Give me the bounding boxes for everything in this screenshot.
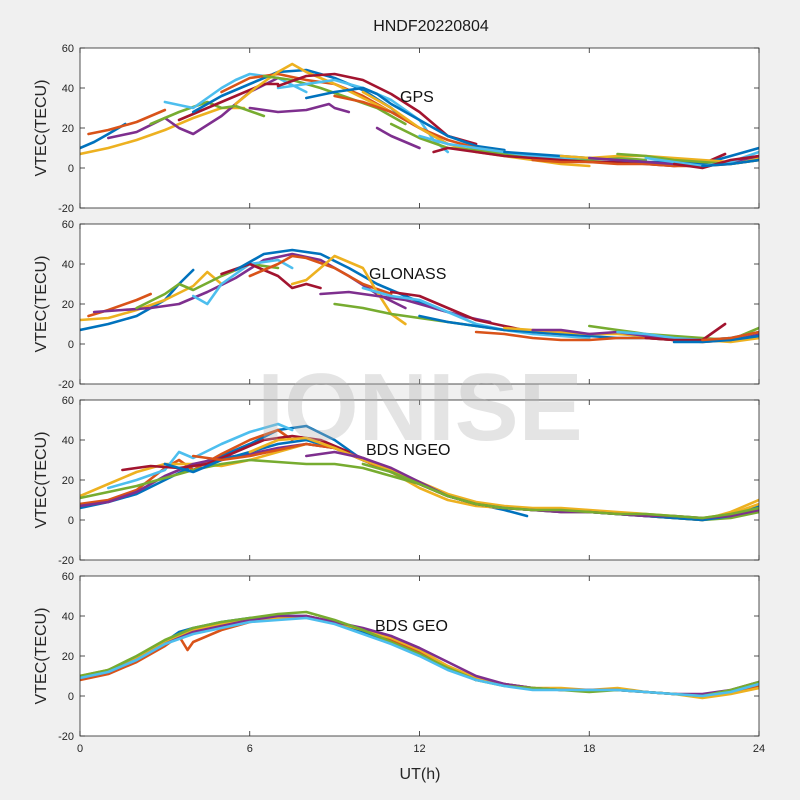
panel-label: GPS xyxy=(400,89,434,106)
series-line xyxy=(107,422,294,490)
panel-label: BDS GEO xyxy=(375,618,448,635)
series-group xyxy=(80,62,759,170)
y-tick-label: 0 xyxy=(68,515,74,527)
x-tick-label: 0 xyxy=(77,743,83,755)
y-tick-label: 0 xyxy=(68,163,74,175)
series-line xyxy=(248,102,351,114)
y-tick-label: 20 xyxy=(62,123,74,135)
panel-0: -20 0 20 40 60 VTEC(TECU) GPS xyxy=(33,43,760,215)
y-tick-label: -20 xyxy=(58,555,74,567)
plot-area xyxy=(80,400,759,560)
x-tick-label: 12 xyxy=(413,743,425,755)
series-line xyxy=(80,270,223,322)
y-tick-label: 40 xyxy=(62,611,74,623)
x-axis-label: UT(h) xyxy=(400,766,441,783)
series-line xyxy=(361,462,759,520)
series-line xyxy=(304,86,506,152)
watermark: IONISE xyxy=(257,354,582,461)
y-tick-label: 20 xyxy=(62,651,74,663)
series-line xyxy=(80,122,127,150)
y-tick-label: 60 xyxy=(62,219,74,231)
y-tick-label: -20 xyxy=(58,379,74,391)
y-tick-label: 60 xyxy=(62,571,74,583)
y-tick-label: 20 xyxy=(62,299,74,311)
series-line xyxy=(672,334,759,344)
panel-2: -20 0 20 40 60 VTEC(TECU) BDS NGEO xyxy=(33,395,760,567)
x-tick-label: 18 xyxy=(583,743,595,755)
series-group xyxy=(80,422,759,522)
y-axis-label: VTEC(TECU) xyxy=(33,80,50,177)
series-group xyxy=(80,610,759,700)
y-tick-label: 0 xyxy=(68,339,74,351)
y-tick-label: -20 xyxy=(58,731,74,743)
y-axis-label: VTEC(TECU) xyxy=(33,608,50,705)
y-axis-label: VTEC(TECU) xyxy=(33,256,50,353)
series-line xyxy=(87,108,167,136)
x-tick-label: 6 xyxy=(247,743,253,755)
y-tick-label: 40 xyxy=(62,83,74,95)
series-group xyxy=(80,248,759,344)
series-line xyxy=(234,62,393,114)
series-line xyxy=(701,158,759,168)
y-tick-label: 60 xyxy=(62,395,74,407)
y-tick-label: 0 xyxy=(68,691,74,703)
y-tick-label: -20 xyxy=(58,203,74,215)
panel-label: BDS NGEO xyxy=(366,442,450,459)
series-line xyxy=(80,616,759,698)
figure-title: HNDF20220804 xyxy=(373,18,489,35)
series-line xyxy=(375,126,421,150)
y-tick-label: 40 xyxy=(62,259,74,271)
panel-label: GLONASS xyxy=(369,266,446,283)
series-line xyxy=(319,290,492,324)
panel-1: -20 0 20 40 60 VTEC(TECU) GLONASS xyxy=(33,219,760,391)
y-tick-label: 40 xyxy=(62,435,74,447)
series-line xyxy=(701,330,759,342)
series-line xyxy=(87,292,152,318)
series-line xyxy=(644,322,727,342)
series-line xyxy=(177,82,280,122)
y-axis-label: VTEC(TECU) xyxy=(33,432,50,529)
y-tick-label: 20 xyxy=(62,475,74,487)
series-line xyxy=(361,286,591,340)
series-line xyxy=(248,254,393,296)
x-tick-label: 24 xyxy=(753,743,765,755)
y-tick-label: 60 xyxy=(62,43,74,55)
